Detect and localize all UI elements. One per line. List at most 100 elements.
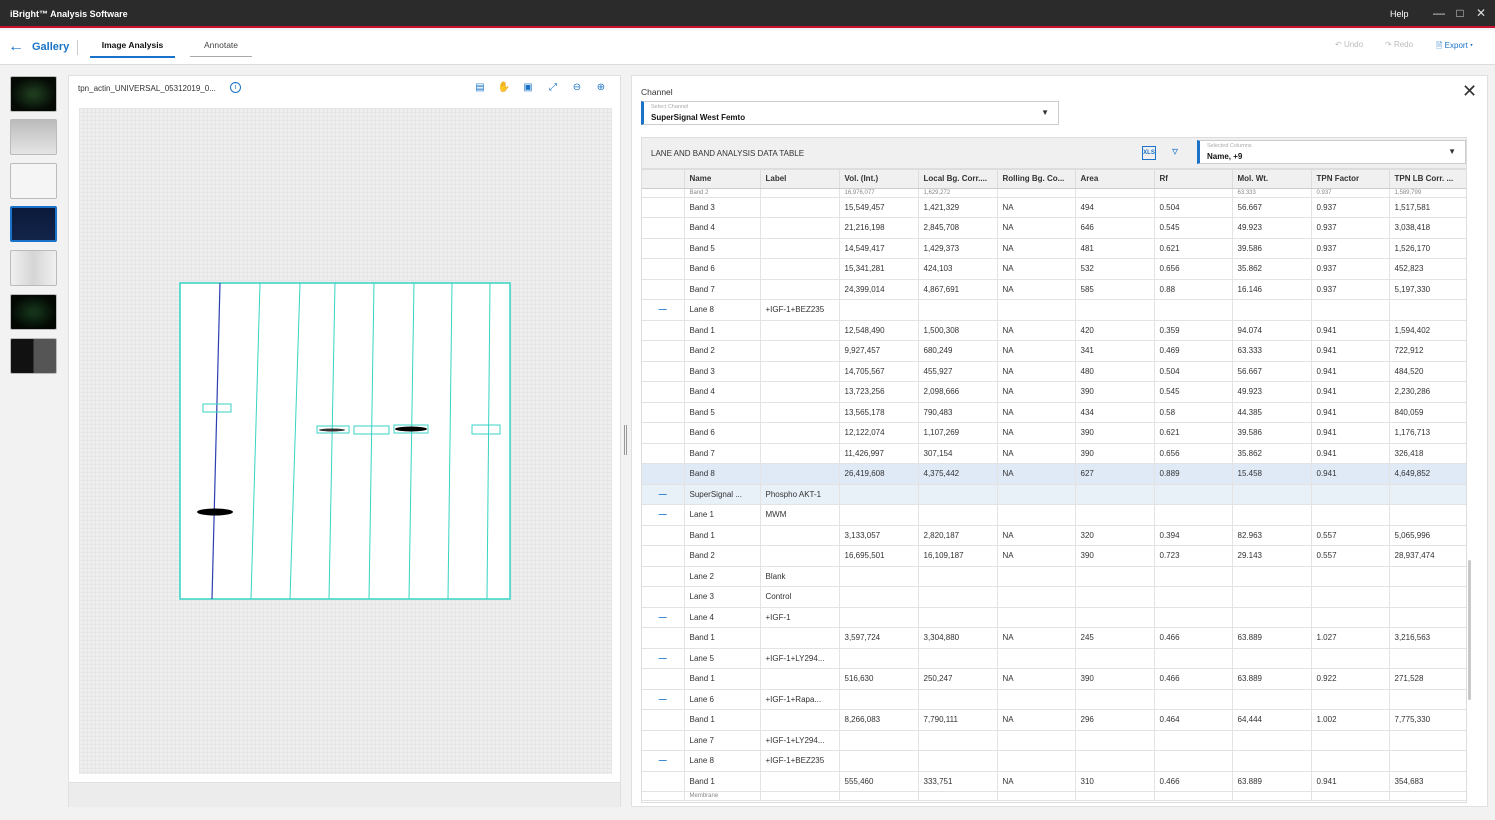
table-cell: Lane 8 — [684, 299, 761, 321]
table-row[interactable]: Band 5 13,565,178 790,483 NA 434 0.58 44.385 0.… — [642, 402, 1466, 423]
table-row[interactable]: — Lane 4 +IGF-1 — [642, 607, 1466, 628]
zoom-out-icon[interactable]: ⊖ — [572, 82, 582, 93]
maximize-icon[interactable]: □ — [1456, 6, 1464, 20]
column-header[interactable]: Rolling Bg. Co... — [997, 170, 1076, 189]
info-icon[interactable]: i — [230, 82, 241, 93]
table-row[interactable]: Band 1 555,460 333,751 NA 310 0.466 63.889 0.94… — [642, 771, 1466, 792]
column-header[interactable]: Name — [684, 170, 761, 189]
tab-image-analysis[interactable]: Image Analysis — [90, 40, 175, 58]
table-row[interactable]: Band 1 516,630 250,247 NA 390 0.466 63.889 0.92… — [642, 668, 1466, 690]
table-row[interactable]: — Lane 6 +IGF-1+Rapa... — [642, 689, 1466, 710]
column-header[interactable]: Area — [1075, 170, 1155, 189]
column-header[interactable] — [642, 170, 685, 189]
table-row[interactable]: Band 6 12,122,074 1,107,269 NA 390 0.621 39.58… — [642, 422, 1466, 444]
table-row[interactable]: Band 6 15,341,281 424,103 NA 532 0.656 35.862 0… — [642, 258, 1466, 280]
table-row[interactable]: Band 1 3,133,057 2,820,187 NA 320 0.394 82.963… — [642, 525, 1466, 546]
channel-select[interactable]: Select Channel SuperSignal West Femto ▼ — [641, 101, 1059, 125]
xls-export-icon[interactable]: XLS — [1142, 146, 1156, 160]
table-scrollbar[interactable] — [1468, 560, 1471, 700]
table-header-bar: LANE AND BAND ANALYSIS DATA TABLE XLS ▿ … — [641, 137, 1467, 169]
table-row[interactable]: — Lane 1 MWM — [642, 504, 1466, 526]
table-row[interactable]: Band 2 9,927,457 680,249 NA 341 0.469 63.333 0.… — [642, 340, 1466, 362]
gallery-link[interactable]: Gallery — [32, 41, 70, 53]
data-table-container[interactable]: Name Label Vol. (Int.) Local Bg. Corr.... Ro… — [641, 169, 1467, 803]
row-gutter — [642, 545, 685, 567]
table-cell — [997, 607, 1076, 628]
table-row[interactable]: Membrane — [642, 791, 1466, 801]
table-cell: Band 6 — [684, 258, 761, 280]
table-cell: NA — [997, 361, 1076, 382]
column-header[interactable]: Rf — [1154, 170, 1233, 189]
close-window-icon[interactable]: ✕ — [1475, 6, 1487, 20]
collapse-toggle-icon[interactable]: — — [642, 607, 685, 628]
table-cell: 2,820,187 — [918, 525, 998, 546]
back-arrow-icon[interactable]: ← — [8, 38, 24, 55]
column-header[interactable]: Local Bg. Corr.... — [918, 170, 998, 189]
undo-button[interactable]: ↶ Undo — [1335, 40, 1364, 49]
redo-button[interactable]: ↷ Redo — [1385, 40, 1414, 49]
thumbnail-4[interactable] — [10, 206, 57, 242]
collapse-toggle-icon[interactable]: — — [642, 648, 685, 669]
table-row[interactable]: Band 3 14,705,567 455,927 NA 480 0.504 56.667 0… — [642, 361, 1466, 382]
thumbnail-7[interactable] — [10, 338, 57, 374]
thumbnail-6[interactable] — [10, 294, 57, 330]
thumbnail-5[interactable] — [10, 250, 57, 286]
table-row[interactable]: Band 1 12,548,490 1,500,308 NA 420 0.359 94.07… — [642, 320, 1466, 341]
select-region-icon[interactable]: ▣ — [523, 82, 533, 93]
export-button[interactable]: 🗎 Export ▾ — [1436, 41, 1473, 50]
table-row[interactable]: Band 8 26,419,608 4,375,442 NA 627 0.889 15.45… — [642, 463, 1466, 485]
table-cell: 840,059 — [1389, 402, 1466, 423]
table-row[interactable]: Band 2 16,976,077 1,629,272 63.333 0.937 1,58… — [642, 188, 1466, 198]
table-cell: 3,133,057 — [839, 525, 919, 546]
expand-icon[interactable]: ⤢ — [549, 82, 557, 93]
close-icon[interactable]: ✕ — [1462, 81, 1478, 101]
column-header[interactable]: Mol. Wt. — [1232, 170, 1312, 189]
column-header[interactable]: Vol. (Int.) — [839, 170, 919, 189]
table-row[interactable]: — SuperSignal ... Phospho AKT-1 — [642, 484, 1466, 505]
table-row[interactable]: — Lane 8 +IGF-1+BEZ235 — [642, 750, 1466, 772]
collapse-toggle-icon[interactable]: — — [642, 750, 685, 772]
column-header[interactable]: Label — [760, 170, 840, 189]
table-row[interactable]: Lane 2 Blank — [642, 566, 1466, 587]
table-row[interactable]: — Lane 5 +IGF-1+LY294... — [642, 648, 1466, 669]
table-cell: 12,122,074 — [839, 422, 919, 444]
table-cell: +IGF-1+LY294... — [760, 730, 840, 751]
help-menu[interactable]: Help — [1390, 9, 1409, 19]
pan-hand-icon[interactable]: ✋ — [497, 82, 511, 93]
table-row[interactable]: Lane 3 Control — [642, 586, 1466, 608]
table-cell: 481 — [1075, 238, 1155, 259]
column-header[interactable]: TPN LB Corr. ... — [1389, 170, 1466, 189]
table-cell — [1154, 188, 1233, 198]
table-row[interactable]: Band 2 16,695,501 16,109,187 NA 390 0.723 29.1… — [642, 545, 1466, 567]
table-row[interactable]: Band 4 13,723,256 2,098,666 NA 390 0.545 49.92… — [642, 381, 1466, 403]
columns-select[interactable]: Selected Columns Name, +9 ▼ — [1197, 140, 1466, 164]
table-row[interactable]: Lane 7 +IGF-1+LY294... — [642, 730, 1466, 751]
collapse-toggle-icon[interactable]: — — [642, 504, 685, 526]
table-row[interactable]: Band 5 14,549,417 1,429,373 NA 481 0.621 39.58… — [642, 238, 1466, 259]
zoom-in-icon[interactable]: ⊕ — [596, 82, 606, 93]
filter-icon[interactable]: ▿ — [1172, 144, 1179, 158]
thumbnail-1[interactable] — [10, 76, 57, 112]
blot-canvas[interactable] — [79, 108, 612, 774]
table-row[interactable]: Band 7 11,426,997 307,154 NA 390 0.656 35.862 0… — [642, 443, 1466, 464]
column-header[interactable]: TPN Factor — [1311, 170, 1390, 189]
row-gutter — [642, 361, 685, 382]
lane-tool-icon[interactable]: ▤ — [475, 82, 485, 93]
tab-annotate[interactable]: Annotate — [190, 40, 252, 57]
table-row[interactable]: Band 4 21,216,198 2,845,708 NA 646 0.545 49.92… — [642, 217, 1466, 239]
table-row[interactable]: Band 3 15,549,457 1,421,329 NA 494 0.504 56.66… — [642, 197, 1466, 218]
thumbnail-2[interactable] — [10, 119, 57, 155]
table-cell: 0.359 — [1154, 320, 1233, 341]
table-row[interactable]: Band 1 3,597,724 3,304,880 NA 245 0.466 63.889… — [642, 627, 1466, 649]
collapse-toggle-icon[interactable]: — — [642, 484, 685, 505]
collapse-toggle-icon[interactable]: — — [642, 299, 685, 321]
table-cell: 0.922 — [1311, 668, 1390, 690]
table-row[interactable]: — Lane 8 +IGF-1+BEZ235 — [642, 299, 1466, 321]
minimize-icon[interactable]: — — [1433, 6, 1445, 20]
panel-resize-handle[interactable] — [624, 425, 627, 455]
thumbnail-3[interactable] — [10, 163, 57, 199]
table-cell: 0.941 — [1311, 443, 1390, 464]
table-row[interactable]: Band 7 24,399,014 4,867,691 NA 585 0.88 16.146… — [642, 279, 1466, 300]
collapse-toggle-icon[interactable]: — — [642, 689, 685, 710]
table-row[interactable]: Band 1 8,266,083 7,790,111 NA 296 0.464 64,444… — [642, 709, 1466, 731]
